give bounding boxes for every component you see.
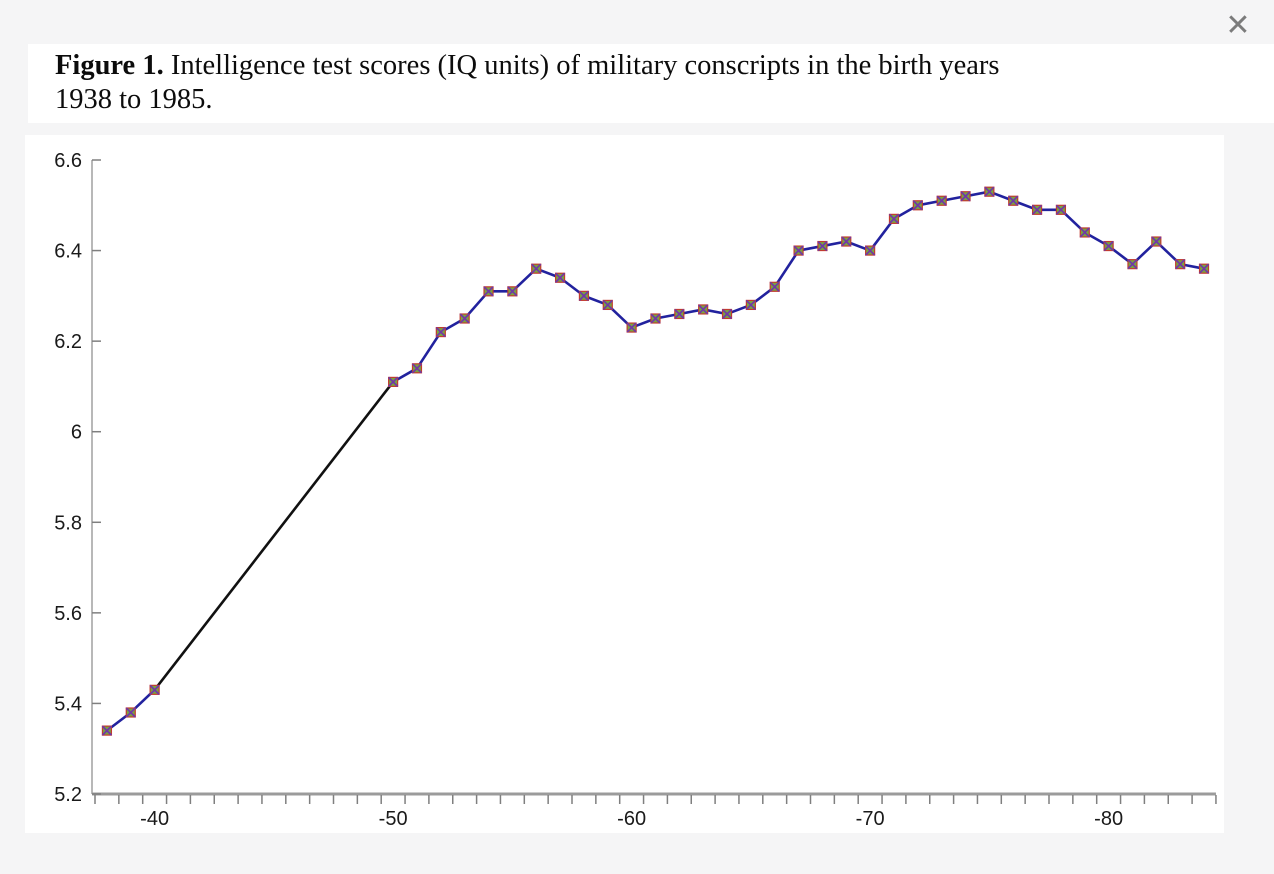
y-tick-label: 6.2 [54, 331, 82, 353]
close-icon[interactable]: ✕ [1225, 8, 1251, 43]
gap-line [153, 381, 395, 691]
data-point-marker [483, 286, 494, 297]
data-point-marker [698, 304, 709, 315]
data-point-marker [745, 299, 756, 311]
figure-caption-label: Figure 1. [55, 50, 164, 81]
y-tick-label: 6.6 [54, 150, 82, 172]
data-point-marker [936, 195, 947, 206]
figure-caption-text: Intelligence test scores (IQ units) of m… [163, 50, 1000, 81]
data-point-marker [769, 281, 780, 292]
data-point-marker [435, 326, 446, 338]
y-tick-label: 6.4 [54, 241, 82, 263]
data-point-marker [674, 308, 685, 320]
data-point-marker [578, 290, 590, 301]
chart-svg: 5.2 5.4 5.6 5.8 6 6.2 6.4 6.6 -40 -50 -60 -70 -80 [54, 150, 1217, 830]
data-point-marker [888, 213, 900, 224]
data-point-marker [1103, 240, 1114, 252]
data-point-marker [793, 245, 804, 256]
data-point-marker [960, 191, 971, 202]
data-point-marker [411, 363, 423, 374]
data-point-marker [841, 236, 852, 247]
data-point-marker [865, 245, 876, 256]
data-point-marker [602, 299, 613, 311]
y-tick-label: 5.4 [54, 693, 82, 715]
data-point-marker [912, 200, 923, 211]
y-tick-label: 5.6 [54, 603, 82, 625]
data-point-marker [721, 308, 733, 320]
x-tick-label: -80 [1094, 808, 1123, 830]
figure-caption-line1: Figure 1. Intelligence test scores (IQ u… [55, 49, 1274, 83]
data-point-marker [1055, 204, 1067, 215]
data-point-marker [817, 240, 828, 252]
data-point-marker [125, 707, 136, 718]
figure-caption-line2: 1938 to 1985. [55, 84, 213, 115]
data-point-marker [1031, 204, 1043, 215]
x-tick-label: -60 [617, 808, 646, 830]
data-point-marker [101, 725, 113, 736]
data-point-marker [1079, 227, 1090, 238]
data-point-marker [1175, 259, 1186, 270]
data-point-marker [626, 322, 637, 333]
data-point-marker [507, 286, 518, 297]
x-tick-label: -70 [856, 808, 885, 830]
data-point-marker [650, 313, 661, 324]
y-tick-label: 5.8 [54, 512, 82, 534]
data-point-marker [388, 376, 399, 388]
y-tick-label: 5.2 [54, 784, 82, 806]
x-tick-label: -40 [140, 808, 169, 830]
data-point-marker [459, 313, 470, 324]
data-point-marker [1008, 195, 1019, 206]
data-point-marker [1127, 259, 1138, 270]
data-point-marker [1198, 263, 1210, 274]
data-point-marker [554, 272, 566, 283]
y-tick-label: 6 [71, 422, 82, 444]
data-point-marker [149, 684, 160, 695]
data-point-marker [531, 263, 542, 274]
data-point-marker [984, 186, 995, 197]
figure-caption: Figure 1. Intelligence test scores (IQ u… [28, 44, 1274, 123]
data-point-marker [1151, 236, 1162, 247]
chart-panel: 5.2 5.4 5.6 5.8 6 6.2 6.4 6.6 -40 -50 -60 -70 -80 [25, 135, 1224, 833]
x-tick-label: -50 [379, 808, 408, 830]
